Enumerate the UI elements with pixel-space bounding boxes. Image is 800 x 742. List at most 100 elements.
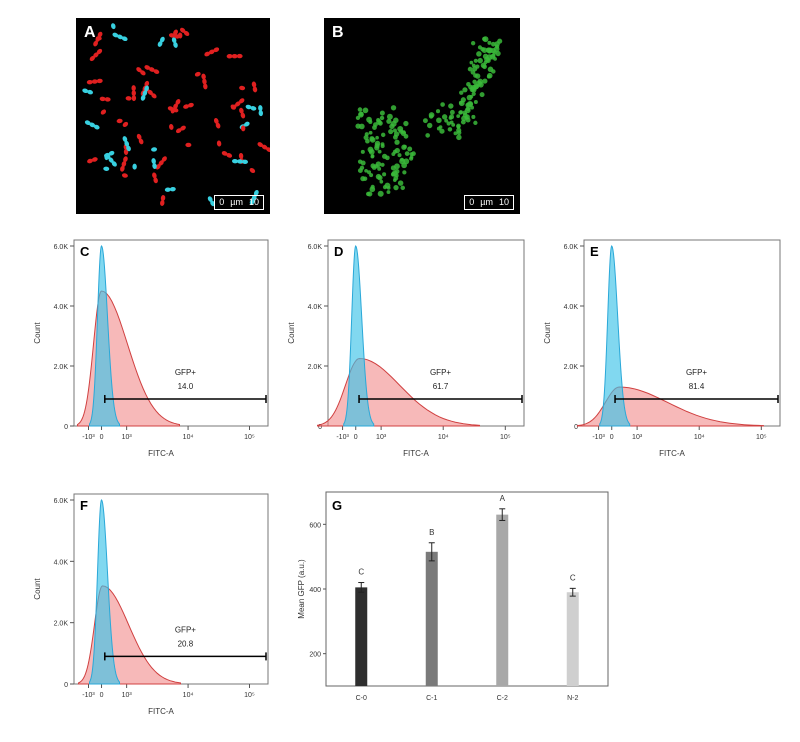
red-cell — [238, 152, 244, 159]
red-cell — [179, 27, 186, 33]
red-cell — [257, 142, 264, 148]
cyan-cell — [108, 150, 115, 156]
red-cell — [144, 80, 150, 87]
red-cell — [173, 103, 178, 110]
gate-value: 14.0 — [178, 382, 194, 391]
green-cell — [379, 110, 385, 116]
green-cell — [453, 131, 458, 136]
cyan-cell — [82, 88, 89, 94]
green-cell — [386, 118, 392, 124]
y-tick-label: 2.0K — [54, 621, 69, 628]
control-histogram — [343, 244, 375, 427]
green-cell — [487, 66, 494, 73]
cyan-cell — [132, 163, 137, 170]
x-tick-label: -10³ — [592, 434, 605, 441]
histogram-d: D 0 2.0K 4.0K 6.0K Count -10³ 0 10³ 10⁴ 10⁵ FITC-A G… — [287, 239, 525, 458]
green-cell — [390, 171, 396, 177]
green-cell — [363, 134, 369, 141]
y-axis-label: Count — [543, 322, 552, 344]
gate-name: GFP+ — [686, 368, 707, 377]
green-cell — [495, 50, 501, 57]
gate-value: 81.4 — [689, 382, 705, 391]
green-cell — [490, 47, 496, 54]
green-cell — [487, 40, 492, 45]
y-tick-label: 0 — [318, 424, 322, 431]
green-cell — [460, 97, 466, 103]
green-cell — [482, 53, 489, 60]
green-cell — [400, 185, 406, 191]
y-axis-label: Count — [33, 578, 42, 600]
x-axis-label: FITC-A — [659, 449, 685, 458]
cyan-cell — [250, 106, 257, 111]
red-cell — [204, 51, 211, 57]
green-cell — [456, 134, 462, 141]
red-cell — [91, 79, 98, 84]
green-cell — [393, 128, 397, 133]
green-cell — [394, 163, 400, 170]
red-cell — [208, 49, 215, 55]
red-cell — [96, 78, 103, 84]
red-cell — [221, 151, 228, 156]
cyan-cell — [151, 147, 158, 152]
green-cell — [368, 149, 375, 155]
micrograph-b-cells — [355, 36, 503, 197]
green-cell — [490, 41, 496, 47]
cyan-cell — [111, 161, 117, 167]
red-cell — [240, 125, 246, 132]
green-cell — [380, 142, 385, 146]
green-cell — [388, 128, 394, 135]
red-cell — [122, 121, 129, 128]
red-cell — [203, 83, 208, 90]
green-cell — [393, 184, 399, 191]
cyan-cell — [245, 104, 252, 110]
green-cell — [473, 100, 478, 105]
green-cell — [357, 168, 363, 174]
green-cell — [394, 173, 399, 178]
red-cell — [87, 158, 93, 164]
green-cell — [379, 115, 385, 121]
cyan-cell — [122, 136, 128, 142]
x-tick-label: 10⁵ — [244, 434, 255, 441]
x-tick-label: N-2 — [567, 695, 578, 702]
green-cell — [377, 175, 383, 181]
green-cell — [377, 149, 382, 154]
scalebar-a-start: 0 — [219, 197, 225, 207]
red-cell — [240, 112, 246, 119]
cyan-cell — [93, 124, 100, 130]
red-cell — [175, 128, 182, 134]
sample-histogram — [316, 357, 481, 427]
cyan-cell — [210, 200, 216, 207]
green-cell — [473, 58, 478, 63]
significance-letter: B — [429, 528, 434, 537]
green-cell — [380, 162, 385, 167]
x-tick-label: -10³ — [336, 434, 349, 441]
green-cell — [399, 157, 404, 162]
green-cell — [409, 155, 414, 159]
micrograph-b: B 0 µm 10 — [324, 18, 520, 214]
scalebar-b-unit: µm — [480, 197, 493, 207]
panel-label-a: A — [84, 24, 96, 41]
green-cell — [377, 166, 382, 171]
green-cell — [471, 63, 476, 68]
cyan-cell — [121, 36, 128, 42]
green-cell — [482, 36, 489, 43]
green-cell — [409, 152, 414, 157]
red-cell — [231, 104, 237, 110]
green-cell — [394, 139, 400, 145]
green-cell — [475, 64, 480, 69]
red-cell — [131, 90, 136, 97]
cyan-cell — [232, 158, 239, 164]
red-cell — [123, 156, 128, 163]
x-axis-label: FITC-A — [148, 707, 174, 716]
green-cell — [476, 51, 482, 57]
green-cell — [377, 190, 384, 197]
green-cell — [427, 122, 433, 129]
x-tick-label: 10⁴ — [183, 434, 194, 441]
red-cell — [172, 107, 179, 113]
green-cell — [369, 173, 374, 178]
green-cell — [485, 58, 491, 64]
green-cell — [456, 114, 461, 119]
bar — [496, 514, 509, 686]
red-cell — [89, 55, 95, 62]
panel-label: C — [80, 244, 90, 259]
